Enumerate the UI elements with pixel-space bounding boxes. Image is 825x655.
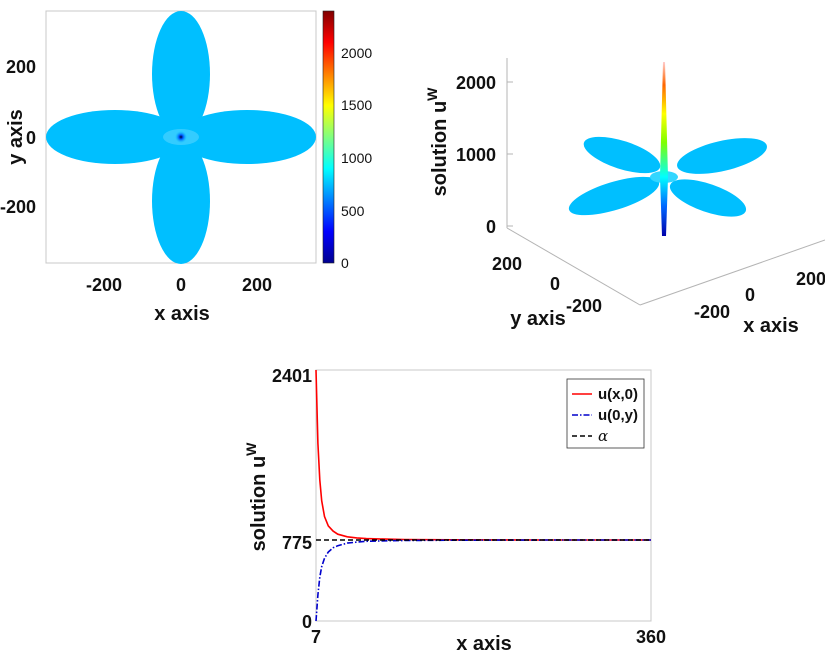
surface-ztick-label: 2000 xyxy=(456,73,496,93)
line-ylabel: solution uW xyxy=(243,442,270,552)
spike-down xyxy=(660,177,668,236)
surface-ytick-label: -200 xyxy=(566,296,602,316)
line-xlabel: x axis xyxy=(456,633,512,655)
petal-bottom xyxy=(152,138,210,264)
surface-ytick-label: 0 xyxy=(550,274,560,294)
heatmap-ytick-label: 200 xyxy=(6,57,36,77)
legend-label-u-x0: u(x,0) xyxy=(598,386,638,403)
heatmap-yticks: 200 0 -200 xyxy=(0,57,36,217)
surface-panel: 2000 1000 0 solution uW 200 0 -200 y axi… xyxy=(424,58,825,337)
line-ytick-label: 2401 xyxy=(272,366,312,386)
heatmap-ytick-label: -200 xyxy=(0,197,36,217)
heatmap-panel: -200 0 200 200 0 -200 x axis y axis 2000… xyxy=(0,10,372,325)
surface-petal-back-left xyxy=(583,136,661,174)
line-xtick-label: 360 xyxy=(636,627,666,647)
legend-label-alpha: α xyxy=(598,427,608,445)
surface-zlabel: solution uW xyxy=(424,87,451,197)
series-line-1 xyxy=(315,539,651,622)
surface-x-axis xyxy=(639,239,825,306)
surface-petal-front-left xyxy=(568,176,660,216)
surface-axes xyxy=(506,58,825,306)
surface-xtick-label: 0 xyxy=(745,285,755,305)
heatmap-xticks: -200 0 200 xyxy=(86,275,272,295)
colorbar-tick-label: 1000 xyxy=(341,150,372,166)
line-yticks: 2401 775 0 xyxy=(272,366,312,632)
surface-zticks: 2000 1000 0 xyxy=(456,73,496,237)
line-ylabel-superscript: W xyxy=(243,442,259,456)
line-ylabel-base: solution u xyxy=(248,456,270,552)
line-ytick-label: 775 xyxy=(282,533,312,553)
petal-left xyxy=(46,110,184,164)
surface-petal-back-right xyxy=(677,138,767,174)
spike-up xyxy=(660,62,668,177)
colorbar-tick-label: 1500 xyxy=(341,97,372,113)
heatmap-petals xyxy=(46,11,316,264)
heatmap-xtick-label: 0 xyxy=(176,275,186,295)
surface-y-axis xyxy=(506,227,641,306)
surface-xtick-label: 200 xyxy=(796,269,825,289)
line-xtick-label: 7 xyxy=(311,627,321,647)
colorbar-tick-label: 0 xyxy=(341,255,349,271)
surface-ztick-label: 0 xyxy=(486,217,496,237)
line-ytick-label: 0 xyxy=(302,612,312,632)
colorbar-tick-label: 500 xyxy=(341,203,365,219)
center-singularity xyxy=(175,131,187,143)
petal-top xyxy=(152,11,210,137)
surface-zlabel-base: solution u xyxy=(429,101,451,197)
line-legend: u(x,0) u(0,y) α xyxy=(566,378,645,449)
surface-ylabel: y axis xyxy=(510,308,566,330)
heatmap-xtick-label: 200 xyxy=(242,275,272,295)
colorbar-gradient xyxy=(322,10,335,264)
legend-label-u-0y: u(0,y) xyxy=(598,407,638,424)
surface-ytick-label: 200 xyxy=(492,254,522,274)
colorbar: 2000 1500 1000 500 0 xyxy=(322,10,372,271)
series-line-0 xyxy=(315,369,651,541)
surface-xtick-label: -200 xyxy=(694,302,730,322)
surface-xticks: -200 0 200 xyxy=(694,269,825,322)
colorbar-tick-label: 2000 xyxy=(341,45,372,61)
legend-box xyxy=(566,378,645,449)
surface-petals xyxy=(568,136,767,217)
line-series-group xyxy=(315,369,651,622)
heatmap-ytick-label: 0 xyxy=(26,128,36,148)
line-xticks: 7 360 xyxy=(311,627,666,647)
heatmap-xtick-label: -200 xyxy=(86,275,122,295)
surface-xlabel: x axis xyxy=(743,315,799,337)
line-panel: 2401 775 0 7 360 x axis solution uW u(x,… xyxy=(243,366,666,655)
heatmap-xlabel: x axis xyxy=(154,303,210,325)
petal-right xyxy=(178,110,316,164)
heatmap-ylabel: y axis xyxy=(5,109,27,165)
surface-spike xyxy=(660,62,668,236)
surface-ztick-label: 1000 xyxy=(456,145,496,165)
surface-petal-front-right xyxy=(669,179,747,217)
surface-yticks: 200 0 -200 xyxy=(492,254,602,316)
surface-zlabel-superscript: W xyxy=(424,87,440,101)
